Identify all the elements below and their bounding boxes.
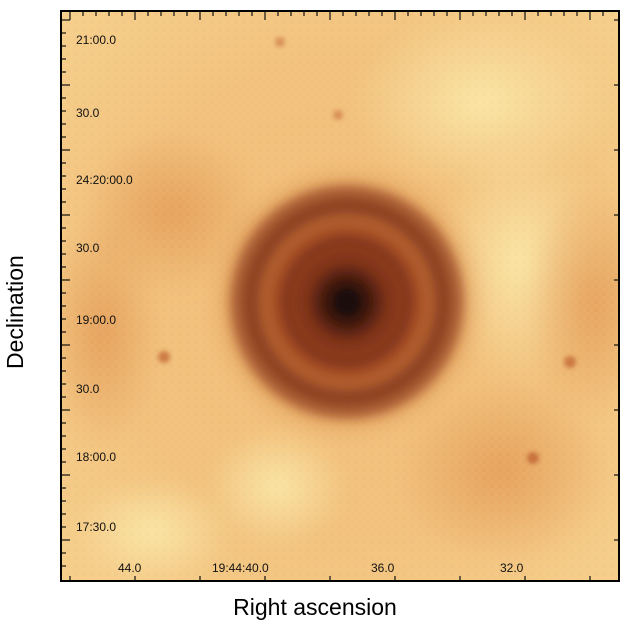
y-tick-label: 17:30.0: [76, 520, 116, 534]
y-tick-label: 30.0: [76, 382, 100, 396]
y-tick-labels: 21:00.0 30.0 24:20:00.0 30.0 19:00.0 30.…: [76, 33, 133, 534]
x-tick-label: 19:44:40.0: [212, 561, 269, 575]
y-tick-label: 19:00.0: [76, 313, 116, 327]
y-tick-label: 18:00.0: [76, 450, 116, 464]
y-tick-label: 24:20:00.0: [76, 173, 133, 187]
y-axis-label: Declination: [2, 255, 28, 369]
central-star: [335, 290, 359, 314]
y-tick-label: 30.0: [76, 106, 100, 120]
x-tick-label: 36.0: [371, 561, 395, 575]
image-frame: 21:00.0 30.0 24:20:00.0 30.0 19:00.0 30.…: [60, 10, 620, 582]
point-sources: [158, 37, 576, 464]
inner-ring: [282, 237, 412, 367]
y-tick-label: 21:00.0: [76, 33, 116, 47]
planetary-nebula: [202, 157, 492, 447]
x-tick-label: 44.0: [118, 561, 142, 575]
x-axis-label: Right ascension: [233, 594, 397, 620]
x-tick-labels: 44.0 19:44:40.0 36.0 32.0: [118, 561, 524, 575]
sky-image: 21:00.0 30.0 24:20:00.0 30.0 19:00.0 30.…: [62, 12, 618, 580]
tick-marks: [62, 12, 618, 580]
x-tick-label: 32.0: [500, 561, 524, 575]
y-tick-label: 30.0: [76, 241, 100, 255]
